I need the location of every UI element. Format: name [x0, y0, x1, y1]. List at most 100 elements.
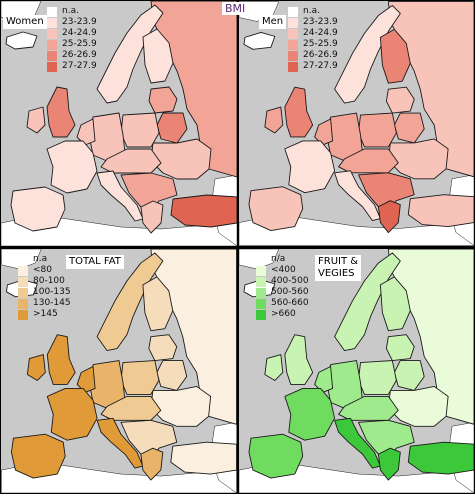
legend-label: 27-27.9: [62, 61, 97, 71]
legend-item: n.a.: [47, 6, 97, 17]
panel-women: Women n.a. 23-23.9 24-24.9 25-25.9 26-26.9 27…: [1, 1, 237, 246]
legend-swatch: [256, 287, 266, 298]
legend-item: 130-145: [18, 298, 71, 309]
region-iceland: [243, 31, 276, 50]
region-balkans: [120, 419, 178, 461]
legend-swatch: [256, 276, 266, 287]
legend-label: 400-500: [271, 276, 309, 286]
map-total-fat: [1, 249, 237, 493]
region-baltics: [148, 334, 178, 361]
legend-item: 23-23.9: [47, 17, 97, 28]
legend-label: 23-23.9: [303, 17, 338, 27]
legend-item: 80-100: [18, 276, 71, 287]
legend-swatch: [256, 298, 266, 309]
legend-item: 25-25.9: [47, 39, 97, 50]
region-balkans: [120, 172, 178, 214]
legend-item: 25-25.9: [288, 39, 338, 50]
divider-horizontal: [0, 246, 475, 249]
legend-item: 500-560: [256, 287, 309, 298]
legend-fruit-vegies: n/a <400 400-500 500-560 560-660 >660: [256, 254, 309, 320]
legend-swatch: [288, 6, 298, 17]
legend-swatch: [47, 6, 57, 17]
panel-men: Men n.a. 23-23.9 24-24.9 25-25.9 26-26.9 27-2…: [239, 1, 474, 246]
region-balkans: [358, 172, 415, 214]
region-iberia: [248, 186, 304, 231]
legend-swatch: [18, 254, 28, 265]
region-greece: [377, 200, 401, 233]
legend-swatch: [18, 287, 28, 298]
region-scandinavia: [334, 252, 401, 352]
region-greece: [140, 200, 164, 234]
region-benelux: [314, 118, 334, 146]
panel-label-women: Women: [3, 15, 47, 29]
legend-men: n.a. 23-23.9 24-24.9 25-25.9 26-26.9 27-27.9: [288, 6, 338, 72]
legend-label: 500-560: [271, 287, 309, 297]
legend-swatch: [18, 276, 28, 287]
map-men: [239, 1, 474, 246]
region-finland: [142, 276, 174, 332]
legend-item: 26-26.9: [288, 50, 338, 61]
legend-swatch: [288, 28, 298, 39]
map-women: [1, 1, 237, 246]
region-ireland: [26, 106, 46, 134]
legend-swatch: [47, 61, 57, 72]
legend-label: n/a: [271, 254, 286, 264]
region-uk: [46, 334, 76, 385]
legend-item: n/a: [256, 254, 309, 265]
legend-item: 27-27.9: [288, 61, 338, 72]
region-france: [46, 140, 98, 194]
legend-label: 130-145: [33, 298, 71, 308]
region-iceland: [5, 31, 38, 50]
legend-item: 560-660: [256, 298, 309, 309]
legend-item: 23-23.9: [288, 17, 338, 28]
region-turkey: [170, 441, 237, 475]
region-greece: [140, 447, 164, 481]
figure-title: BMI: [222, 2, 249, 15]
legend-label: 26-26.9: [62, 50, 97, 60]
legend-swatch: [18, 298, 28, 309]
region-uk: [46, 86, 76, 138]
legend-item: <400: [256, 265, 309, 276]
legend-swatch: [18, 309, 28, 320]
legend-label: 25-25.9: [303, 39, 338, 49]
legend-label: 24-24.9: [303, 28, 338, 38]
legend-swatch: [18, 265, 28, 276]
legend-label: 24-24.9: [62, 28, 97, 38]
region-italy: [334, 170, 381, 222]
legend-label: <80: [33, 265, 52, 275]
region-finland: [142, 28, 174, 84]
region-uk: [284, 86, 314, 138]
legend-label: n.a.: [62, 6, 79, 16]
legend-item: 400-500: [256, 276, 309, 287]
panel-fruit-vegies: FRUIT & VEGIES n/a <400 400-500 500-560 560-…: [239, 249, 474, 493]
region-scandinavia: [96, 252, 164, 352]
legend-label: >660: [271, 309, 296, 319]
region-finland: [379, 276, 411, 332]
map-fruit-vegies: [239, 249, 474, 493]
region-iberia: [248, 433, 304, 479]
legend-swatch: [288, 61, 298, 72]
legend-swatch: [288, 39, 298, 50]
legend-label: >145: [33, 309, 58, 319]
legend-swatch: [47, 17, 57, 28]
region-benelux: [76, 366, 96, 393]
region-iberia: [10, 433, 66, 479]
panel-label-men: Men: [259, 15, 287, 29]
legend-swatch: [47, 50, 57, 61]
legend-item: 26-26.9: [47, 50, 97, 61]
legend-swatch: [256, 254, 266, 265]
region-italy: [96, 417, 144, 469]
legend-item: 24-24.9: [288, 28, 338, 39]
region-balkans: [358, 419, 415, 461]
legend-swatch: [288, 50, 298, 61]
legend-item: >145: [18, 309, 71, 320]
legend-swatch: [47, 39, 57, 50]
region-france: [284, 140, 336, 194]
region-benelux: [314, 366, 334, 393]
legend-label: 23-23.9: [62, 17, 97, 27]
region-scandinavia: [96, 4, 164, 104]
legend-label: 26-26.9: [303, 50, 338, 60]
legend-total-fat: n.a <80 80-100 100-135 130-145 >145: [18, 254, 71, 320]
region-ireland: [264, 106, 284, 134]
